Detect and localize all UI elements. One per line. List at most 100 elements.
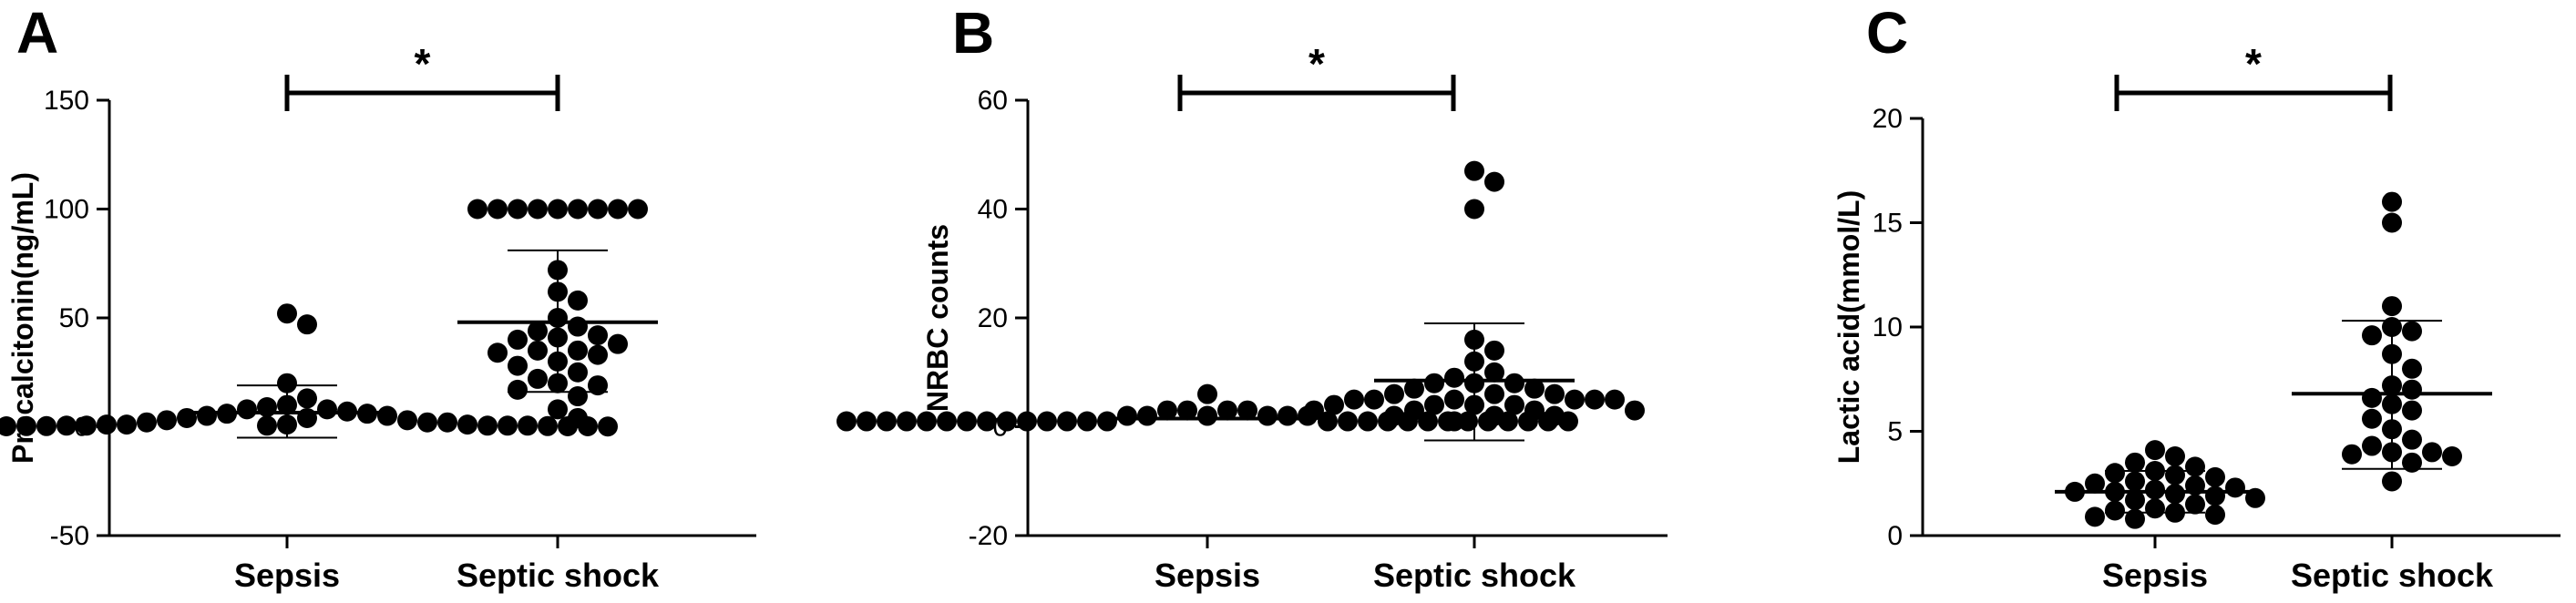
y-axis-label: Lactic acid(mmol/L) xyxy=(1832,190,1865,465)
data-point xyxy=(1318,411,1338,432)
data-point xyxy=(2085,506,2105,527)
data-point xyxy=(528,199,548,220)
data-point xyxy=(397,410,417,431)
data-point xyxy=(568,340,588,361)
data-point xyxy=(257,415,277,436)
data-point xyxy=(477,415,498,436)
data-point xyxy=(1037,411,1057,432)
data-point xyxy=(487,342,508,363)
data-point xyxy=(2165,465,2185,485)
data-point xyxy=(1504,373,1524,393)
data-point xyxy=(877,411,897,432)
data-point xyxy=(1424,394,1444,415)
data-point xyxy=(2362,435,2382,456)
data-point xyxy=(1545,405,1565,426)
y-tick-label: 20 xyxy=(1873,104,1903,134)
data-point xyxy=(588,325,608,346)
data-point xyxy=(628,199,648,220)
data-point xyxy=(2225,477,2245,498)
data-point xyxy=(1504,394,1524,415)
data-point xyxy=(1464,160,1484,181)
data-point xyxy=(1057,411,1077,432)
data-point xyxy=(568,199,588,220)
data-point xyxy=(937,411,957,432)
data-point xyxy=(528,321,548,342)
data-point xyxy=(1177,400,1197,421)
significance-star: * xyxy=(1309,40,1325,87)
data-point xyxy=(1384,405,1404,426)
data-point xyxy=(2205,466,2225,487)
data-point xyxy=(548,399,568,420)
panel-letter: C xyxy=(1866,0,1908,66)
data-point xyxy=(1524,400,1545,421)
data-point xyxy=(2402,452,2422,473)
data-point xyxy=(977,411,997,432)
data-point xyxy=(1197,383,1217,404)
data-point xyxy=(97,414,117,435)
data-point xyxy=(487,199,508,220)
data-point xyxy=(467,199,487,220)
data-point xyxy=(2125,471,2145,492)
data-point xyxy=(1484,383,1504,404)
data-point xyxy=(1278,405,1298,426)
data-point xyxy=(1324,394,1344,415)
data-point xyxy=(1484,362,1504,383)
data-point xyxy=(2402,358,2422,379)
data-point xyxy=(1257,405,1278,426)
y-tick-label: 5 xyxy=(1887,417,1903,447)
data-point xyxy=(2125,508,2145,529)
data-point xyxy=(417,412,437,433)
data-point xyxy=(588,344,608,365)
data-point xyxy=(1157,400,1177,421)
data-point xyxy=(1137,405,1157,426)
data-point xyxy=(1344,389,1364,410)
data-point xyxy=(2382,212,2402,233)
data-point xyxy=(1418,411,1438,432)
data-point xyxy=(1484,405,1504,426)
data-point xyxy=(2165,445,2185,466)
data-point xyxy=(1625,400,1645,421)
data-point xyxy=(997,411,1017,432)
data-point xyxy=(1364,389,1384,410)
y-tick-label: 50 xyxy=(59,303,89,333)
panel-letter: B xyxy=(952,0,994,66)
data-point xyxy=(508,355,528,376)
data-point xyxy=(2362,408,2382,429)
x-tick-label: Septic shock xyxy=(457,557,660,594)
data-point xyxy=(2342,444,2362,465)
data-point xyxy=(568,316,588,337)
data-point xyxy=(1017,411,1037,432)
data-point xyxy=(1484,171,1504,192)
y-axis-label: NRBC counts xyxy=(921,224,954,412)
data-point xyxy=(1404,400,1424,421)
data-point xyxy=(157,410,177,431)
data-point xyxy=(568,386,588,407)
x-tick-label: Septic shock xyxy=(1373,557,1576,594)
data-point xyxy=(2422,442,2442,463)
data-point xyxy=(897,411,917,432)
data-point xyxy=(2125,452,2145,473)
data-point xyxy=(568,407,588,428)
data-point xyxy=(857,411,877,432)
data-point xyxy=(2362,387,2382,408)
significance-star: * xyxy=(2245,40,2262,87)
data-point xyxy=(36,415,56,436)
x-tick-label: Septic shock xyxy=(2291,557,2494,594)
data-point xyxy=(2382,296,2402,317)
data-point xyxy=(2165,484,2185,505)
y-tick-label: 15 xyxy=(1873,209,1903,239)
significance-star: * xyxy=(415,40,431,87)
data-point xyxy=(1097,411,1117,432)
data-point xyxy=(1117,405,1137,426)
data-point xyxy=(568,362,588,383)
data-point xyxy=(957,411,977,432)
data-point xyxy=(538,415,558,436)
data-point xyxy=(2442,445,2462,466)
y-tick-label: 150 xyxy=(44,86,89,116)
y-tick-label: 60 xyxy=(978,86,1008,116)
data-point xyxy=(548,199,568,220)
data-point xyxy=(1605,389,1625,410)
data-point xyxy=(508,199,528,220)
